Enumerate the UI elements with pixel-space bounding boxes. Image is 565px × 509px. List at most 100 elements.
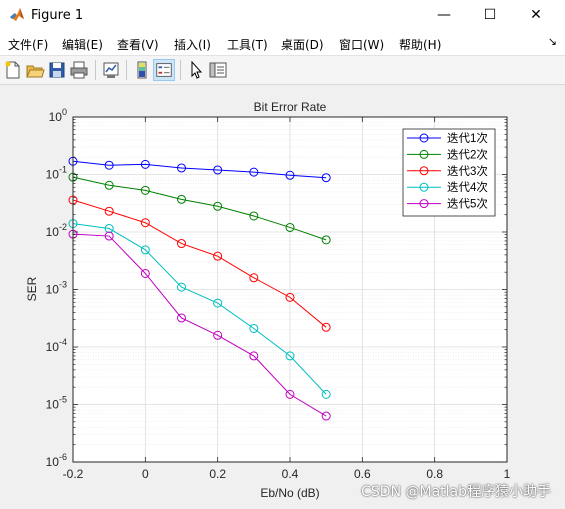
data-point xyxy=(213,251,223,261)
y-tick-label: 10-1 xyxy=(46,165,67,182)
data-point xyxy=(285,222,295,232)
series-2 xyxy=(68,172,331,245)
data-point xyxy=(321,411,331,421)
x-tick-label: -0.2 xyxy=(63,467,84,481)
print-icon[interactable] xyxy=(68,59,90,81)
data-point xyxy=(285,170,295,180)
y-tick-labels: 100 10-1 10-2 10-3 10-4 10-5 10-6 xyxy=(46,107,67,469)
legend-label: 迭代4次 xyxy=(447,180,488,194)
legend-marker xyxy=(419,182,429,192)
menu-edit[interactable]: 编辑(E) xyxy=(62,38,103,52)
series-line xyxy=(72,160,327,179)
y-axis-label: SER xyxy=(25,276,39,301)
legend-box xyxy=(402,128,496,217)
y-tick-label: 100 xyxy=(49,107,67,124)
legend-icon[interactable] xyxy=(153,59,175,81)
ber-chart[interactable]: Bit Error Rate -0.2 0 0.2 0.4 0.6 0.8 1 100 10-… xyxy=(0,85,565,509)
data-point xyxy=(104,231,114,241)
open-file-icon[interactable] xyxy=(24,59,46,81)
y-tick-label: 10-5 xyxy=(46,395,67,412)
menu-overflow-icon[interactable]: ↘ xyxy=(547,36,557,48)
x-tick-label: 0 xyxy=(142,467,149,481)
series-5 xyxy=(68,229,331,421)
legend-label: 迭代3次 xyxy=(447,164,488,178)
series-line xyxy=(72,199,327,328)
legend-marker xyxy=(419,166,429,176)
x-tick-label: 0.6 xyxy=(354,467,371,481)
minimize-button[interactable]: — xyxy=(437,7,451,23)
data-point xyxy=(140,245,150,255)
colorbar-icon[interactable] xyxy=(131,59,153,81)
legend-marker xyxy=(419,199,429,209)
data-point xyxy=(249,351,259,361)
x-axis-label: Eb/No (dB) xyxy=(260,486,319,500)
data-point xyxy=(104,180,114,190)
property-editor-icon[interactable] xyxy=(207,59,229,81)
toolbar xyxy=(0,56,565,85)
matlab-logo-icon xyxy=(10,8,24,21)
data-point xyxy=(140,159,150,169)
menu-tools[interactable]: 工具(T) xyxy=(227,38,268,52)
y-tick-label: 10-4 xyxy=(46,337,67,354)
menu-file[interactable]: 文件(F) xyxy=(8,38,49,52)
series-line xyxy=(72,233,327,417)
x-tick-label: 1 xyxy=(504,467,511,481)
toolbar-separator xyxy=(126,60,127,80)
figure-canvas: Bit Error Rate -0.2 0 0.2 0.4 0.6 0.8 1 100 10-… xyxy=(0,85,565,509)
data-point xyxy=(213,330,223,340)
x-tick-labels: -0.2 0 0.2 0.4 0.6 0.8 1 xyxy=(63,467,511,481)
data-point xyxy=(321,235,331,245)
watermark: CSDN @Matlab程序猿小助手 xyxy=(361,484,551,500)
x-tick-label: 0.4 xyxy=(282,467,299,481)
legend-label: 迭代2次 xyxy=(447,147,488,161)
data-point xyxy=(140,185,150,195)
close-button[interactable]: ✕ xyxy=(530,7,542,23)
data-point xyxy=(104,206,114,216)
legend-marker xyxy=(419,133,429,143)
legend-label: 迭代1次 xyxy=(447,131,488,145)
menu-insert[interactable]: 插入(I) xyxy=(174,38,211,52)
data-point xyxy=(285,351,295,361)
data-point xyxy=(213,201,223,211)
maximize-button[interactable]: ☐ xyxy=(483,7,497,23)
data-point xyxy=(249,167,259,177)
data-point xyxy=(285,292,295,302)
data-point xyxy=(140,218,150,228)
data-point xyxy=(177,313,186,323)
toolbar-separator xyxy=(95,60,96,80)
series-layer xyxy=(68,156,331,421)
x-tick-label: 0.8 xyxy=(426,467,443,481)
menu-window[interactable]: 窗口(W) xyxy=(339,38,385,52)
menu-desktop[interactable]: 桌面(D) xyxy=(281,38,324,52)
series-4 xyxy=(68,219,331,399)
chart-title: Bit Error Rate xyxy=(254,100,327,114)
title-bar: Figure 1 — ☐ ✕ xyxy=(0,0,565,31)
link-plot-icon[interactable] xyxy=(100,59,122,81)
menu-help[interactable]: 帮助(H) xyxy=(399,38,442,52)
axis-ticks xyxy=(72,116,508,463)
legend-marker xyxy=(419,149,429,159)
data-point xyxy=(249,273,259,283)
data-point xyxy=(249,323,259,333)
legend-label: 迭代5次 xyxy=(447,197,488,211)
menu-view[interactable]: 查看(V) xyxy=(117,38,159,52)
y-tick-label: 10-3 xyxy=(46,280,67,297)
data-point xyxy=(285,389,295,399)
data-point xyxy=(213,298,223,308)
pointer-icon[interactable] xyxy=(185,59,207,81)
data-point xyxy=(213,165,223,175)
y-tick-label: 10-6 xyxy=(46,452,67,469)
menu-bar: 文件(F) 编辑(E) 查看(V) 插入(I) 工具(T) 桌面(D) 窗口(W… xyxy=(0,31,565,56)
new-figure-icon[interactable] xyxy=(2,59,24,81)
series-line xyxy=(72,223,327,395)
save-icon[interactable] xyxy=(46,59,68,81)
data-point xyxy=(321,389,331,399)
window-title: Figure 1 xyxy=(31,8,84,23)
y-tick-label: 10-2 xyxy=(46,222,67,239)
data-point xyxy=(177,282,186,292)
data-point xyxy=(321,322,331,332)
data-point xyxy=(249,211,259,221)
data-point xyxy=(140,268,150,278)
